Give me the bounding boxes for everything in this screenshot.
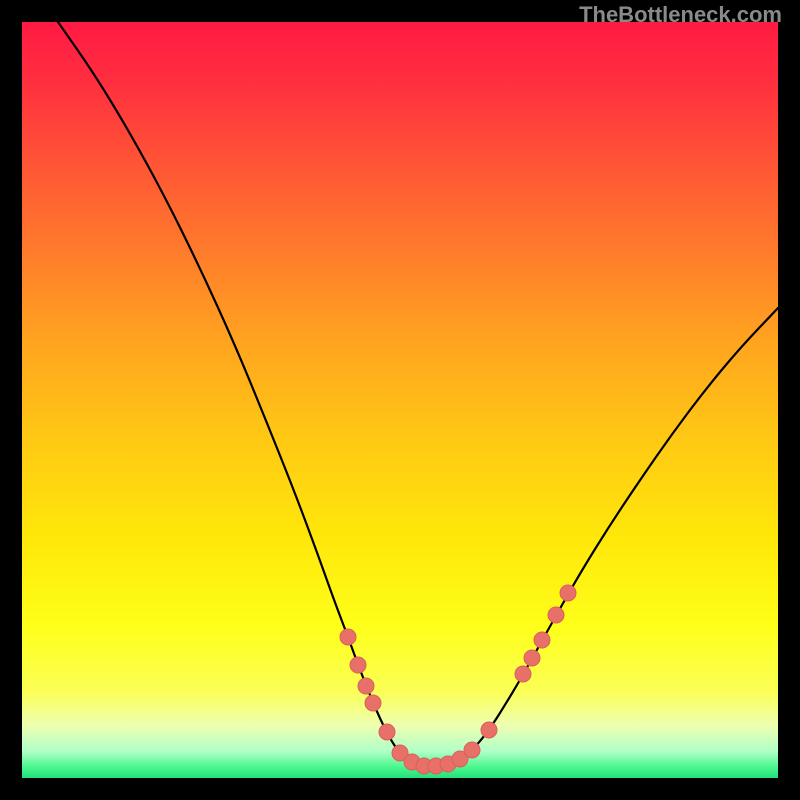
data-marker: [515, 666, 531, 682]
bottleneck-curve-chart: [0, 0, 800, 800]
data-marker: [534, 632, 550, 648]
data-marker: [358, 678, 374, 694]
data-marker: [481, 722, 497, 738]
data-marker: [350, 657, 366, 673]
data-marker: [524, 650, 540, 666]
watermark-text: TheBottleneck.com: [579, 2, 782, 28]
plot-area: [22, 22, 778, 778]
data-marker: [464, 742, 480, 758]
data-marker: [379, 724, 395, 740]
data-marker: [560, 585, 576, 601]
data-marker: [548, 607, 564, 623]
data-marker: [340, 629, 356, 645]
data-marker: [365, 695, 381, 711]
